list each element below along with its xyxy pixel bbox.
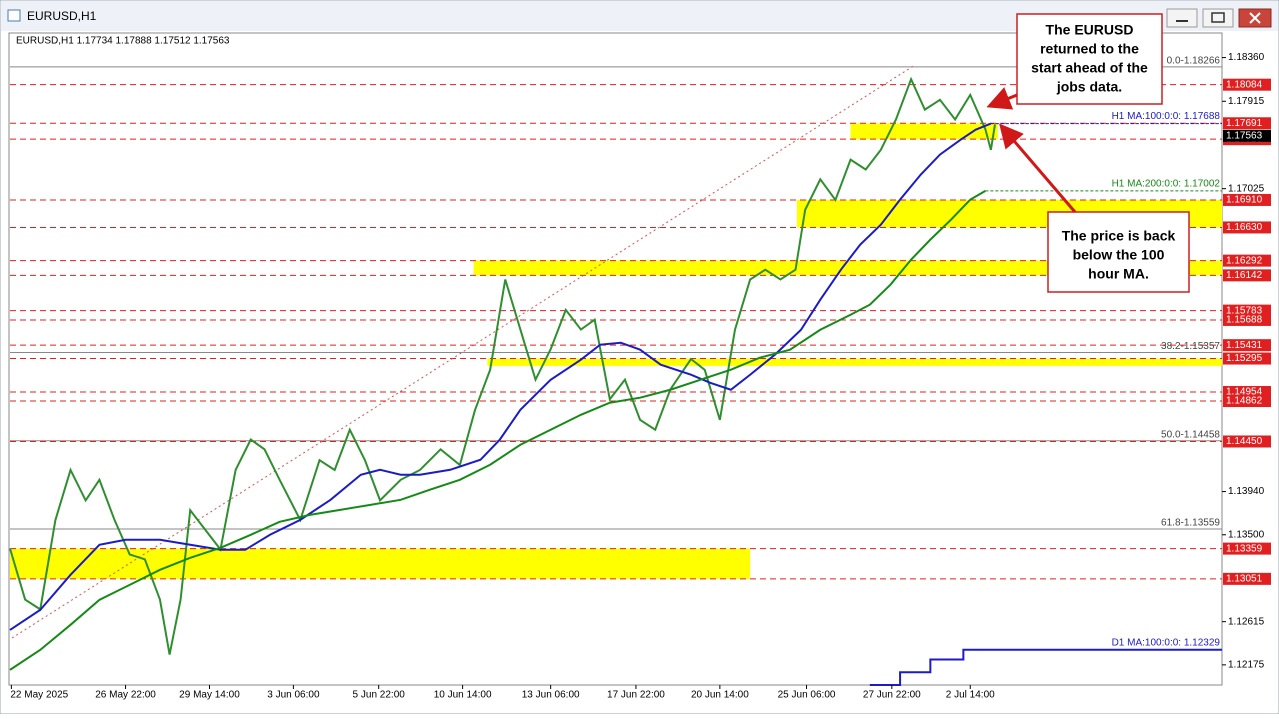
fib-label: 50.0-1.14458 [1161, 429, 1220, 440]
level-label: 1.15295 [1226, 353, 1263, 364]
symbol-info: EURUSD,H1 1.17734 1.17888 1.17512 1.1756… [16, 36, 230, 47]
x-tick-label: 5 Jun 22:00 [353, 690, 406, 701]
window-icon [7, 9, 21, 22]
y-tick-label: 1.13500 [1228, 529, 1265, 540]
level-tag [1223, 193, 1271, 206]
level-tag [1223, 572, 1271, 585]
zone [487, 358, 1222, 366]
lines [10, 66, 1222, 580]
labels: 1.12175 1.12615 1.13500 1.13940 1.17025 1.179… [10, 52, 1271, 701]
x-tick-label: 26 May 22:00 [95, 690, 156, 701]
window-title: EURUSD,H1 [27, 9, 97, 23]
fib-trendline [11, 64, 916, 639]
level-label: 1.16910 [1226, 195, 1263, 206]
level-label: 1.16292 [1226, 255, 1263, 266]
annotation-text: The price is back [1062, 228, 1176, 244]
annotation-arrow [986, 87, 1018, 110]
series-label: H1 MA:100:0:0: 1.17688 [1112, 111, 1221, 122]
level-tag [1223, 221, 1271, 234]
maximize-icon [1211, 12, 1225, 23]
last-price-tag [1223, 129, 1271, 142]
y-tick-label: 1.12175 [1228, 660, 1265, 671]
series-line [9, 76, 996, 655]
y-tick-label: 1.17025 [1228, 183, 1265, 194]
level-label: 1.15783 [1226, 305, 1263, 316]
last-price: 1.17563 [1226, 130, 1263, 141]
level-tag [1223, 339, 1271, 352]
level-label: 1.16630 [1226, 222, 1263, 233]
annotation-box [1016, 13, 1163, 105]
level-tag [1223, 304, 1271, 317]
x-tick-label: 10 Jun 14:00 [434, 690, 492, 701]
series-label: H1 MA:200:0:0: 1.17002 [1112, 179, 1221, 190]
level-tag [1223, 395, 1271, 408]
level-label: 1.15431 [1226, 340, 1263, 351]
annotation-text: jobs data. [1056, 79, 1122, 95]
level-label: 1.14450 [1226, 436, 1263, 447]
zone [10, 548, 751, 579]
x-tick-label: 25 Jun 06:00 [778, 690, 836, 701]
level-tag [1223, 386, 1271, 399]
y-tick-label: 1.18360 [1228, 52, 1265, 63]
x-tick-label: 3 Jun 06:00 [267, 690, 320, 701]
window-buttons[interactable] [1166, 8, 1272, 28]
y-tick-label: 1.17915 [1228, 96, 1265, 107]
x-tick-label: 13 Jun 06:00 [522, 690, 580, 701]
level-tag [1223, 269, 1271, 282]
series [9, 76, 1222, 686]
x-tick-label: 22 May 2025 [10, 690, 68, 701]
annotation-text: start ahead of the [1031, 60, 1148, 76]
level-tag [1223, 435, 1271, 448]
annotation-text: below the 100 [1073, 247, 1165, 263]
annotation-text: The EURUSD [1046, 22, 1134, 38]
maximize-button[interactable] [1202, 8, 1234, 28]
level-label: 1.13359 [1226, 543, 1263, 554]
minimize-button[interactable] [1166, 8, 1198, 28]
x-tick-label: 29 May 14:00 [179, 690, 240, 701]
series-line [9, 190, 986, 671]
x-tick-label: 17 Jun 22:00 [607, 690, 665, 701]
close-icon [1249, 12, 1261, 24]
level-label: 1.14954 [1226, 387, 1263, 398]
annotation-text: hour MA. [1088, 266, 1149, 282]
level-label: 1.14862 [1226, 396, 1263, 407]
zone [850, 123, 998, 140]
x-tick-label: 20 Jun 14:00 [691, 690, 749, 701]
annotation-box [1047, 211, 1190, 293]
level-label: 1.13051 [1226, 574, 1263, 585]
x-tick-label: 2 Jul 14:00 [946, 690, 995, 701]
fib-label: 61.8-1.13559 [1161, 518, 1220, 529]
level-label: 1.15688 [1226, 315, 1263, 326]
zone [473, 260, 1222, 276]
level-label: 1.18084 [1226, 79, 1263, 90]
level-tag [1223, 254, 1271, 267]
level-tag [1223, 78, 1271, 91]
y-tick-label: 1.12615 [1228, 616, 1265, 627]
series-line [869, 648, 1222, 686]
fib-label: 0.0-1.18266 [1167, 55, 1221, 66]
x-tick-label: 27 Jun 22:00 [863, 690, 921, 701]
level-tag [1223, 313, 1271, 326]
y-tick-label: 1.13940 [1228, 486, 1265, 497]
level-tag [1223, 352, 1271, 365]
zones [10, 123, 1222, 579]
annotation-arrow [999, 123, 1077, 213]
series-label: D1 MA:100:0:0: 1.12329 [1112, 637, 1221, 648]
level-tag [1223, 117, 1271, 130]
level-label: 1.17691 [1226, 118, 1263, 129]
fib-label: 38.2-1.15357 [1161, 341, 1220, 352]
annotation-text: returned to the [1040, 41, 1139, 57]
level-label: 1.16142 [1226, 270, 1263, 281]
level-tag [1223, 542, 1271, 555]
